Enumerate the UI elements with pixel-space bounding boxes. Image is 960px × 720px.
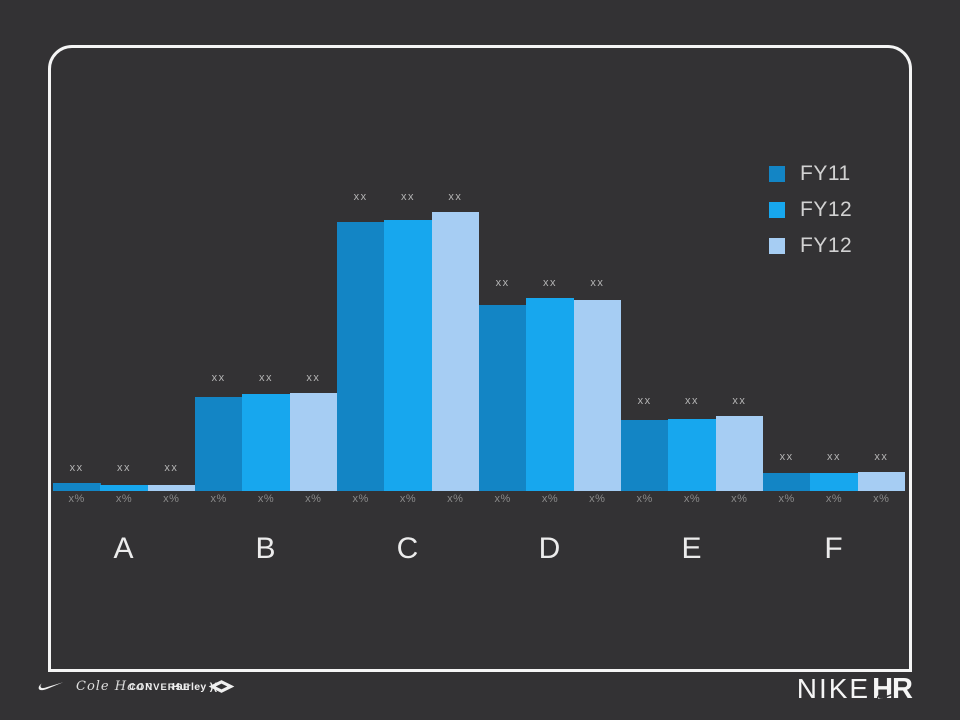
bar-value-label: xx	[874, 451, 889, 463]
converse-wordmark: CONVERSE	[129, 682, 191, 693]
bar-percent-label: x%	[447, 493, 464, 505]
bar-percent-label: x%	[210, 493, 227, 505]
bar-percent-label: x%	[825, 493, 843, 505]
bar-value-label: xx	[637, 395, 652, 407]
legend-swatch	[769, 238, 785, 254]
category-label-f: F	[824, 532, 844, 565]
bar-a-series2	[100, 485, 149, 491]
nike-hr-logo: NIKE HR	[796, 673, 913, 705]
category-label-c: C	[396, 532, 420, 565]
bar-percent-label: x%	[778, 493, 795, 505]
bar-value-label: xx	[542, 277, 557, 289]
bar-c-series1	[337, 222, 385, 491]
bar-value-label: xx	[258, 372, 273, 384]
bar-value-label: xx	[826, 451, 841, 463]
bar-percent-label: x%	[541, 493, 559, 505]
bar-value-label: xx	[495, 277, 510, 289]
bar-percent-label: x%	[257, 493, 275, 505]
legend-label: FY12	[800, 234, 853, 257]
legend-item-fy12-2: FY12	[769, 234, 853, 257]
bar-value-label: xx	[69, 462, 84, 474]
bar-percent-label: x%	[352, 493, 369, 505]
bar-percent-label: x%	[68, 493, 85, 505]
bar-percent-label: x%	[494, 493, 511, 505]
category-label-b: B	[255, 532, 277, 565]
bar-f-series1	[763, 473, 811, 491]
bar-value-label: xx	[353, 191, 368, 203]
bar-percent-label: x%	[873, 493, 890, 505]
nike-wordmark: NIKE	[796, 673, 871, 704]
bar-percent-label: x%	[305, 493, 322, 505]
bar-e-series1	[621, 420, 669, 491]
category-label-e: E	[681, 532, 703, 565]
bar-c-series3	[431, 212, 480, 491]
bar-value-label: xx	[732, 395, 747, 407]
legend-item-fy11-0: FY11	[769, 162, 852, 185]
chart-legend: FY11 FY12 FY12	[769, 162, 853, 274]
bar-percent-label: x%	[636, 493, 653, 505]
category-label-d: D	[538, 532, 562, 565]
legend-swatch	[769, 202, 785, 218]
bar-value-label: xx	[684, 395, 699, 407]
bar-d-series1	[479, 305, 527, 491]
bar-b-series2	[242, 394, 291, 491]
bar-value-label: xx	[590, 277, 605, 289]
bar-value-label: xx	[400, 191, 415, 203]
bar-value-label: xx	[448, 191, 463, 203]
category-label-a: A	[113, 532, 135, 565]
bar-d-series3	[573, 300, 622, 491]
legend-swatch	[769, 166, 785, 182]
bar-value-label: xx	[164, 462, 179, 474]
cole-haan-wordmark: Cole Haan	[76, 679, 154, 694]
bar-b-series1	[195, 397, 243, 491]
bar-c-series2	[384, 220, 433, 491]
bar-e-series3	[715, 416, 764, 491]
umbro-diamond-icon	[208, 680, 235, 693]
footer: Cole Haan CONVERSE Hurley )( NIKE HR	[0, 672, 960, 720]
bar-a-series1	[53, 483, 101, 491]
bar-percent-label: x%	[399, 493, 417, 505]
bar-a-series3	[147, 485, 196, 491]
legend-label: FY12	[800, 198, 853, 221]
slide-frame-border	[48, 45, 912, 672]
legend-item-fy12-1: FY12	[769, 198, 853, 221]
bar-percent-label: x%	[115, 493, 133, 505]
hr-swoosh-icon	[877, 693, 894, 700]
bar-percent-label: x%	[683, 493, 701, 505]
bar-value-label: xx	[116, 462, 131, 474]
bar-percent-label: x%	[731, 493, 748, 505]
bar-e-series2	[668, 419, 717, 491]
nike-swoosh-icon	[38, 682, 64, 691]
bar-value-label: xx	[779, 451, 794, 463]
bar-percent-label: x%	[163, 493, 180, 505]
bar-percent-label: x%	[589, 493, 606, 505]
bar-value-label: xx	[211, 372, 226, 384]
bar-f-series3	[857, 472, 906, 491]
bar-b-series3	[289, 393, 338, 491]
hr-wordmark: HR	[872, 673, 913, 705]
bar-f-series2	[810, 473, 859, 491]
bar-value-label: xx	[306, 372, 321, 384]
legend-label: FY11	[800, 162, 851, 185]
bar-d-series2	[526, 298, 575, 491]
